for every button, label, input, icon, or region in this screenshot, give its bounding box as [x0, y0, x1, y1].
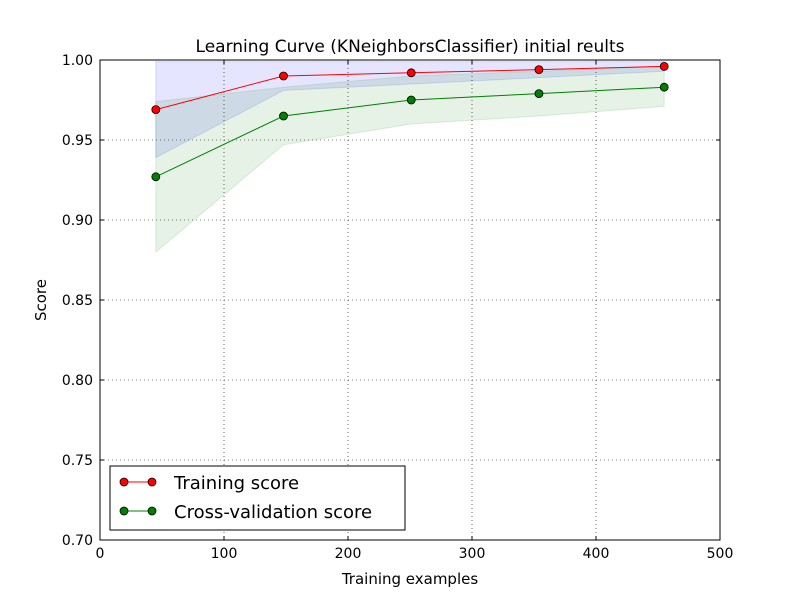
legend-box [109, 465, 406, 531]
chart-title: Learning Curve (KNeighborsClassifier) in… [196, 37, 625, 57]
x-tick-label: 500 [707, 546, 734, 562]
series-markers [151, 62, 669, 182]
y-tick-label: 0.70 [62, 533, 93, 549]
data-point [406, 68, 416, 78]
data-point [534, 89, 544, 98]
y-tick-label: 0.95 [62, 133, 93, 149]
grid-lines [100, 59, 720, 540]
band-series-0 [155, 61, 665, 159]
data-point [534, 65, 544, 74]
data-point [279, 71, 288, 81]
data-point [151, 105, 161, 114]
data-point [659, 62, 669, 71]
x-tick-label: 200 [335, 546, 362, 562]
x-axis-label: Training examples [341, 570, 479, 588]
x-tick-label: 300 [459, 546, 486, 562]
data-point [659, 82, 669, 92]
x-tick-label: 400 [583, 546, 610, 562]
legend-cv-marker [147, 506, 157, 516]
y-tick-label: 0.90 [62, 213, 93, 229]
y-tick-label: 0.85 [62, 293, 93, 309]
y-axis-label: Score [32, 279, 50, 321]
y-tick-label: 0.75 [62, 453, 93, 469]
legend-cv-label: Cross-validation score [174, 502, 372, 523]
x-tick-label: 0 [96, 546, 105, 562]
legend-cv-marker [119, 506, 129, 516]
y-tick-label: 0.80 [62, 373, 93, 389]
score-bands [155, 61, 665, 254]
legend: Training score Cross-validation score [109, 465, 406, 531]
x-tick-label: 100 [211, 546, 238, 562]
data-point [406, 95, 416, 105]
legend-training-marker [119, 477, 129, 487]
data-point [151, 172, 161, 182]
axis-ticks: 0 100 200 300 400 500 0.70 0.75 0.80 0.85 0.90 0.95… [62, 53, 734, 562]
data-point [279, 111, 288, 121]
legend-training-marker [147, 477, 157, 487]
band-series-1 [155, 65, 665, 254]
y-tick-label: 1.00 [62, 53, 93, 69]
legend-training-label: Training score [173, 473, 299, 494]
